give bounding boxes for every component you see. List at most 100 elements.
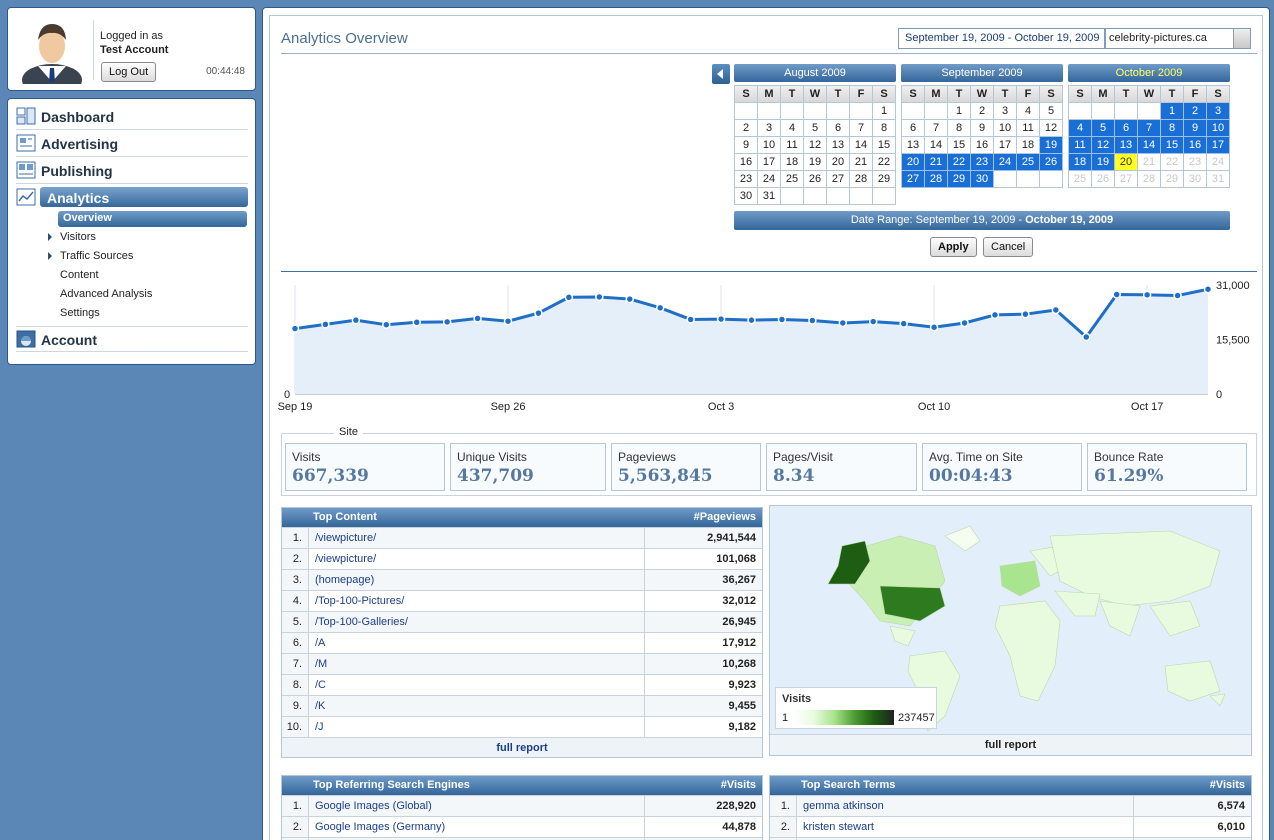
row-link[interactable]: /M <box>315 658 328 670</box>
calendar-day[interactable]: 21 <box>1138 154 1161 171</box>
logout-button[interactable]: Log Out <box>101 62 157 82</box>
calendar-day[interactable]: 28 <box>1138 171 1161 188</box>
calendar-day[interactable]: 15 <box>1161 137 1184 154</box>
world-map[interactable]: Visits 1 237457 <box>770 506 1251 734</box>
calendar-day[interactable]: 14 <box>1138 137 1161 154</box>
calendar-day[interactable]: 8 <box>1161 120 1184 137</box>
calendar-day[interactable]: 9 <box>1184 120 1207 137</box>
calendar-day[interactable]: 13 <box>1115 137 1138 154</box>
calendar-day[interactable]: 4 <box>781 120 804 137</box>
calendar-day[interactable]: 23 <box>971 154 994 171</box>
row-link[interactable]: Google Images (Germany) <box>315 821 446 833</box>
calendar-day[interactable]: 24 <box>758 171 781 188</box>
nav-item-publishing[interactable]: Publishing <box>16 158 248 184</box>
nav-item-dashboard[interactable]: Dashboard <box>16 104 248 130</box>
calendar-day[interactable]: 28 <box>850 171 873 188</box>
calendar-day[interactable]: 8 <box>873 120 896 137</box>
visitors-expand-icon[interactable] <box>48 233 52 241</box>
calendar-day[interactable]: 11 <box>1017 120 1040 137</box>
calendar-day[interactable]: 12 <box>1040 120 1063 137</box>
calendar-day[interactable]: 10 <box>758 137 781 154</box>
calendar-day[interactable]: 20 <box>902 154 925 171</box>
calendar-day[interactable]: 4 <box>1017 103 1040 120</box>
calendar-day[interactable]: 25 <box>1069 171 1092 188</box>
top-content-full-report-link[interactable]: full report <box>282 737 762 757</box>
nav-sub-visitors[interactable]: Visitors <box>60 231 96 243</box>
calendar-day[interactable]: 6 <box>1115 120 1138 137</box>
calendar-day[interactable]: 19 <box>804 154 827 171</box>
calendar-day[interactable]: 24 <box>994 154 1017 171</box>
apply-button[interactable]: Apply <box>930 237 977 257</box>
nav-sub-advanced-analysis[interactable]: Advanced Analysis <box>60 288 153 300</box>
calendar-day[interactable]: 2 <box>1184 103 1207 120</box>
map-full-report-link[interactable]: full report <box>770 734 1251 755</box>
calendar-day[interactable]: 14 <box>850 137 873 154</box>
calendar-day[interactable]: 29 <box>873 171 896 188</box>
nav-sub-traffic-sources[interactable]: Traffic Sources <box>60 250 134 262</box>
row-link[interactable]: /C <box>315 679 326 691</box>
calendar-day[interactable]: 21 <box>850 154 873 171</box>
calendar-day[interactable]: 19 <box>1040 137 1063 154</box>
calendar-day[interactable]: 24 <box>1207 154 1230 171</box>
calendar-day[interactable]: 7 <box>850 120 873 137</box>
calendar-day[interactable]: 18 <box>1069 154 1092 171</box>
calendar-day[interactable]: 26 <box>1092 171 1115 188</box>
calendar-day[interactable]: 29 <box>948 171 971 188</box>
row-link[interactable]: /Top-100-Pictures/ <box>315 595 405 607</box>
calendar-day[interactable]: 23 <box>1184 154 1207 171</box>
nav-sub-settings[interactable]: Settings <box>60 307 100 319</box>
calendar-day[interactable]: 23 <box>735 171 758 188</box>
calendar-day[interactable]: 4 <box>1069 120 1092 137</box>
cancel-button[interactable]: Cancel <box>983 237 1034 257</box>
calendar-day[interactable]: 2 <box>971 103 994 120</box>
calendar-day[interactable]: 25 <box>781 171 804 188</box>
calendar-day[interactable]: 8 <box>948 120 971 137</box>
row-link[interactable]: /J <box>315 721 324 733</box>
nav-item-analytics[interactable]: Analytics <box>16 185 248 211</box>
row-link[interactable]: /Top-100-Galleries/ <box>315 616 408 628</box>
calendar-day[interactable]: 22 <box>1161 154 1184 171</box>
calendar-day[interactable]: 30 <box>735 188 758 205</box>
row-link[interactable]: (homepage) <box>315 574 375 586</box>
calendar-day[interactable]: 26 <box>1040 154 1063 171</box>
calendar-day[interactable]: 5 <box>1040 103 1063 120</box>
site-select[interactable]: celebrity-pictures.ca <box>1104 28 1251 49</box>
calendar-day[interactable]: 3 <box>758 120 781 137</box>
calendar-day[interactable]: 21 <box>925 154 948 171</box>
calendar-day[interactable]: 20 <box>827 154 850 171</box>
calendar-day[interactable]: 18 <box>781 154 804 171</box>
calendar-day[interactable]: 30 <box>971 171 994 188</box>
calendar-day[interactable]: 12 <box>1092 137 1115 154</box>
calendar-day[interactable]: 2 <box>735 120 758 137</box>
calendar-day[interactable]: 5 <box>804 120 827 137</box>
calendar-day[interactable]: 11 <box>1069 137 1092 154</box>
calendar-day[interactable]: 30 <box>1184 171 1207 188</box>
row-link[interactable]: kristen stewart <box>803 821 874 833</box>
calendar-day[interactable]: 17 <box>758 154 781 171</box>
row-link[interactable]: /K <box>315 700 326 712</box>
calendar-day[interactable]: 14 <box>925 137 948 154</box>
calendar-prev-icon[interactable] <box>712 64 730 84</box>
calendar-day[interactable]: 17 <box>994 137 1017 154</box>
nav-sub-overview[interactable]: Overview <box>58 211 247 227</box>
calendar-day[interactable]: 27 <box>902 171 925 188</box>
calendar-day[interactable]: 6 <box>827 120 850 137</box>
calendar-day[interactable]: 15 <box>948 137 971 154</box>
calendar-day[interactable]: 16 <box>1184 137 1207 154</box>
calendar-day[interactable]: 10 <box>994 120 1017 137</box>
calendar-day[interactable]: 9 <box>971 120 994 137</box>
calendar-day[interactable]: 10 <box>1207 120 1230 137</box>
calendar-day[interactable]: 22 <box>948 154 971 171</box>
calendar-day[interactable]: 25 <box>1017 154 1040 171</box>
calendar-day[interactable]: 20 <box>1115 154 1138 171</box>
calendar-day[interactable]: 3 <box>1207 103 1230 120</box>
calendar-day[interactable]: 22 <box>873 154 896 171</box>
calendar-day[interactable]: 1 <box>948 103 971 120</box>
calendar-day[interactable]: 11 <box>781 137 804 154</box>
calendar-day[interactable]: 7 <box>1138 120 1161 137</box>
calendar-day[interactable]: 1 <box>873 103 896 120</box>
calendar-day[interactable]: 12 <box>804 137 827 154</box>
calendar-day[interactable]: 15 <box>873 137 896 154</box>
traffic-sources-expand-icon[interactable] <box>48 252 52 260</box>
nav-item-advertising[interactable]: Advertising <box>16 131 248 157</box>
